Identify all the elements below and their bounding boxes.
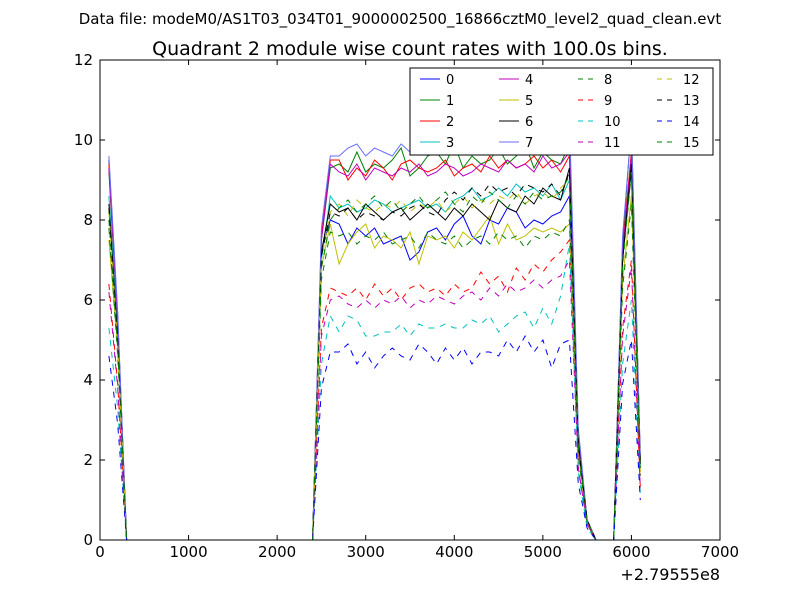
- series-line-2: [108, 151, 641, 541]
- series-line-11: [108, 258, 641, 541]
- series-line-9: [108, 238, 641, 541]
- figure-suptitle: Data file: modeM0/AS1T03_034T01_90000025…: [79, 10, 722, 29]
- legend-label-1: 1: [446, 94, 454, 109]
- x-tick-label: 2000: [258, 543, 296, 561]
- series-line-6: [108, 163, 641, 541]
- legend-label-8: 8: [604, 73, 612, 88]
- y-tick-label: 12: [74, 51, 93, 69]
- legend-label-13: 13: [683, 94, 700, 109]
- series-line-8: [108, 203, 641, 541]
- series-line-13: [108, 167, 641, 541]
- x-tick-label: 3000: [347, 543, 385, 561]
- series-line-7: [108, 114, 641, 541]
- x-tick-label: 6000: [612, 543, 650, 561]
- legend-label-6: 6: [525, 115, 533, 130]
- chart-title: Quadrant 2 module wise count rates with …: [152, 38, 668, 60]
- y-tick-label: 8: [83, 211, 93, 229]
- legend-label-12: 12: [683, 73, 700, 88]
- series-line-10: [108, 243, 641, 541]
- legend-label-11: 11: [604, 136, 621, 151]
- series-line-3: [108, 171, 641, 541]
- y-tick-label: 6: [83, 291, 93, 309]
- legend-label-9: 9: [604, 94, 612, 109]
- legend-label-10: 10: [604, 115, 621, 130]
- x-tick-label: 0: [95, 543, 105, 561]
- y-tick-label: 2: [83, 451, 93, 469]
- series-line-15: [108, 171, 641, 541]
- x-tick-label: 7000: [701, 543, 739, 561]
- legend-label-2: 2: [446, 115, 454, 130]
- legend-label-5: 5: [525, 94, 533, 109]
- legend-label-15: 15: [683, 136, 700, 151]
- x-tick-label: 4000: [435, 543, 473, 561]
- series-line-4: [108, 150, 641, 541]
- plot-lines: [108, 114, 641, 541]
- series-line-0: [108, 159, 641, 541]
- legend-label-7: 7: [525, 136, 533, 151]
- legend-box: [409, 67, 714, 156]
- x-offset-label: +2.79555e8: [620, 565, 720, 584]
- legend-label-4: 4: [525, 73, 533, 88]
- x-tick-label: 5000: [524, 543, 562, 561]
- series-line-1: [108, 123, 641, 541]
- series-line-14: [108, 334, 641, 541]
- legend-label-0: 0: [446, 73, 454, 88]
- series-line-12: [108, 171, 641, 541]
- y-tick-label: 10: [74, 131, 93, 149]
- y-tick-label: 0: [83, 531, 93, 549]
- y-tick-label: 4: [83, 371, 93, 389]
- legend-label-3: 3: [446, 136, 454, 151]
- legend-label-14: 14: [683, 115, 700, 130]
- x-tick-label: 1000: [169, 543, 207, 561]
